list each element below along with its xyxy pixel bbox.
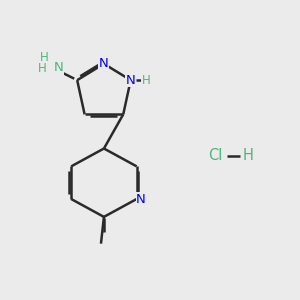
Text: H: H xyxy=(142,74,151,87)
Text: H: H xyxy=(243,148,254,164)
Text: H: H xyxy=(38,62,47,75)
Text: H: H xyxy=(40,51,49,64)
Text: N: N xyxy=(126,74,136,87)
Text: N: N xyxy=(136,193,146,206)
Text: N: N xyxy=(99,57,109,70)
Text: Cl: Cl xyxy=(208,148,223,164)
Text: N: N xyxy=(54,61,63,74)
